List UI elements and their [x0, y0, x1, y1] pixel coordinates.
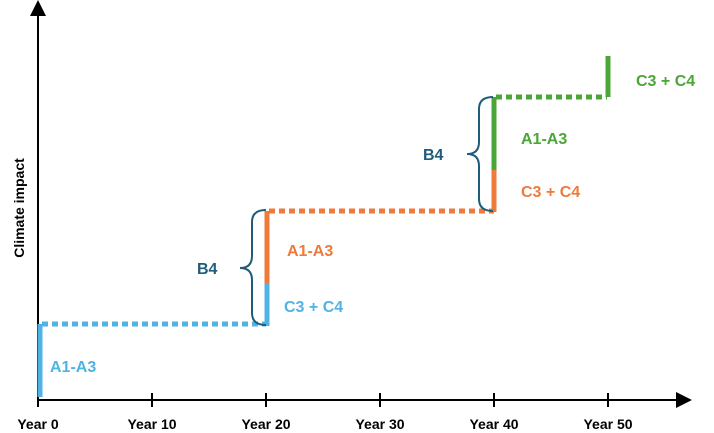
y-axis-label: Climate impact [11, 158, 27, 258]
tick-label-year-10: Year 10 [127, 416, 176, 432]
stage2-c3-c4-label: C3 + C4 [521, 184, 580, 201]
stage3-a1-a3-label: A1-A3 [521, 131, 567, 148]
tick-label-year-30: Year 30 [355, 416, 404, 432]
stage2-b4-label: B4 [423, 147, 444, 164]
stage1-b4-brace [239, 209, 267, 326]
stage1-c3-c4-label: C3 + C4 [284, 299, 343, 316]
tick-label-year-0: Year 0 [17, 416, 58, 432]
tick-label-year-20: Year 20 [241, 416, 290, 432]
stage1-b4-label: B4 [197, 261, 218, 278]
stage3-c3-c4-label: C3 + C4 [636, 73, 695, 90]
stage1-a1-a3-label: A1-A3 [50, 359, 96, 376]
tick-label-year-50: Year 50 [583, 416, 632, 432]
tick-label-year-40: Year 40 [469, 416, 518, 432]
stage2-a1-a3-label: A1-A3 [287, 243, 333, 260]
stage2-b4-brace [466, 96, 494, 212]
